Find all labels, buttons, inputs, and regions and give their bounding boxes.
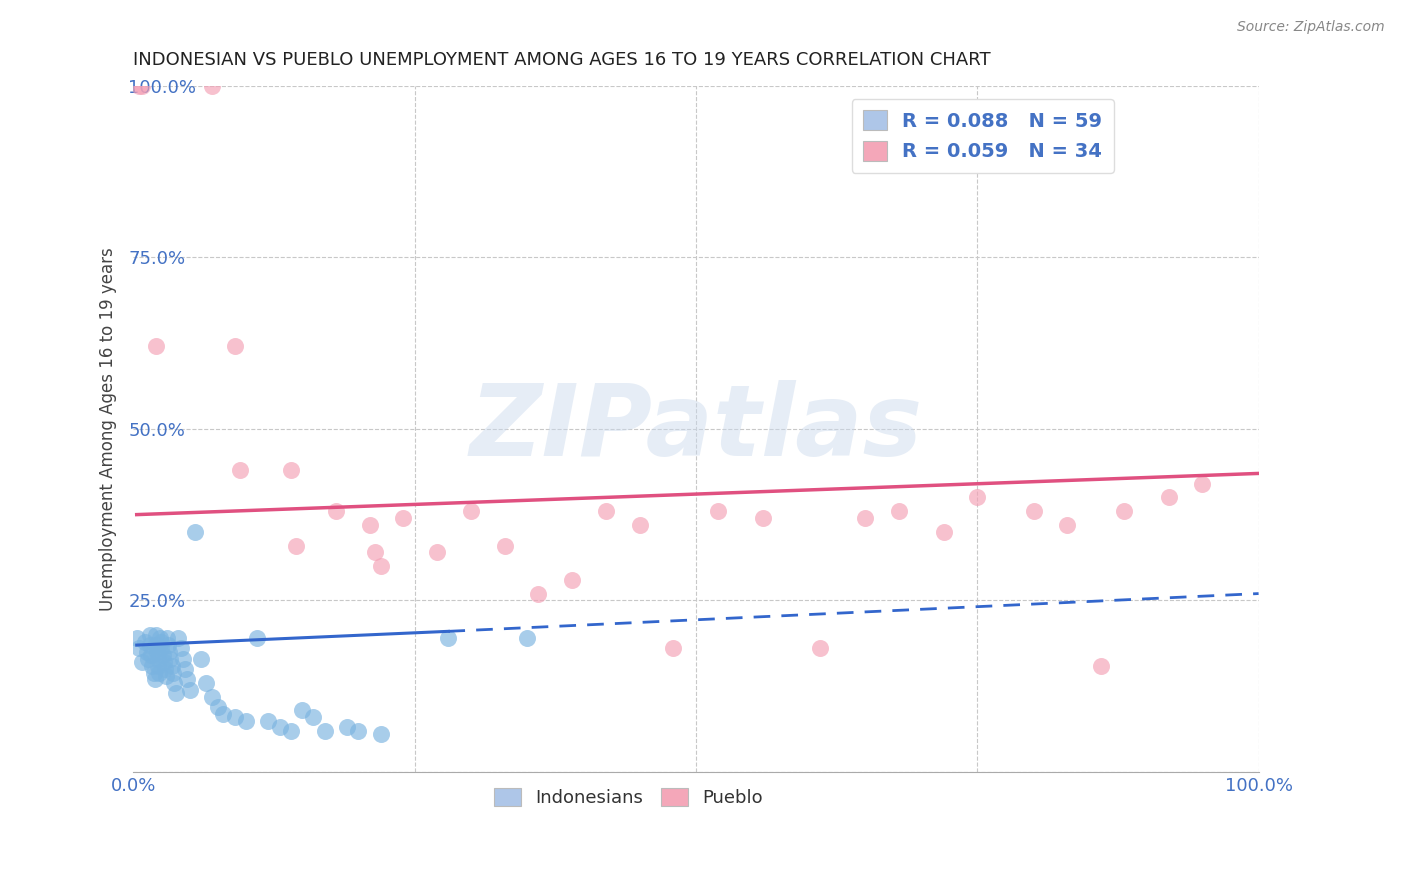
Point	[269, 721, 291, 735]
Point	[285, 539, 308, 553]
Point	[628, 517, 651, 532]
Point	[336, 721, 359, 735]
Point	[966, 491, 988, 505]
Legend: Indonesians, Pueblo: Indonesians, Pueblo	[486, 780, 770, 814]
Point	[163, 675, 186, 690]
Point	[149, 631, 172, 645]
Point	[190, 652, 212, 666]
Point	[932, 524, 955, 539]
Point	[131, 655, 153, 669]
Point	[280, 723, 302, 738]
Point	[141, 648, 163, 663]
Point	[516, 631, 538, 645]
Point	[707, 504, 730, 518]
Point	[257, 714, 280, 728]
Point	[176, 673, 198, 687]
Point	[1112, 504, 1135, 518]
Point	[291, 703, 314, 717]
Point	[152, 648, 174, 663]
Point	[224, 710, 246, 724]
Point	[135, 645, 157, 659]
Point	[156, 631, 179, 645]
Point	[146, 658, 169, 673]
Point	[167, 631, 190, 645]
Point	[229, 463, 252, 477]
Point	[141, 658, 163, 673]
Point	[157, 638, 180, 652]
Point	[359, 517, 381, 532]
Point	[150, 634, 173, 648]
Point	[201, 78, 224, 93]
Point	[145, 638, 167, 652]
Point	[159, 652, 181, 666]
Point	[561, 573, 583, 587]
Point	[595, 504, 617, 518]
Point	[139, 628, 162, 642]
Point	[370, 559, 392, 574]
Point	[808, 641, 831, 656]
Point	[157, 645, 180, 659]
Point	[1191, 476, 1213, 491]
Text: ZIPatlas: ZIPatlas	[470, 380, 922, 477]
Point	[128, 641, 150, 656]
Point	[752, 511, 775, 525]
Point	[460, 504, 482, 518]
Point	[152, 655, 174, 669]
Point	[1090, 658, 1112, 673]
Point	[246, 631, 269, 645]
Point	[437, 631, 460, 645]
Point	[224, 339, 246, 353]
Point	[280, 463, 302, 477]
Point	[207, 699, 229, 714]
Point	[392, 511, 415, 525]
Point	[153, 662, 176, 676]
Point	[143, 673, 166, 687]
Point	[184, 524, 207, 539]
Point	[370, 727, 392, 741]
Point	[150, 641, 173, 656]
Point	[142, 665, 165, 680]
Point	[853, 511, 876, 525]
Point	[662, 641, 685, 656]
Point	[162, 665, 184, 680]
Y-axis label: Unemployment Among Ages 16 to 19 years: Unemployment Among Ages 16 to 19 years	[100, 247, 117, 611]
Point	[325, 504, 347, 518]
Point	[172, 652, 194, 666]
Point	[494, 539, 516, 553]
Point	[314, 723, 336, 738]
Point	[302, 710, 325, 724]
Point	[139, 638, 162, 652]
Text: Source: ZipAtlas.com: Source: ZipAtlas.com	[1237, 20, 1385, 34]
Point	[146, 652, 169, 666]
Point	[1056, 517, 1078, 532]
Point	[364, 545, 387, 559]
Point	[160, 658, 183, 673]
Point	[426, 545, 449, 559]
Point	[148, 665, 170, 680]
Point	[169, 641, 191, 656]
Point	[145, 339, 167, 353]
Point	[155, 669, 177, 683]
Point	[165, 686, 187, 700]
Point	[125, 631, 148, 645]
Point	[136, 652, 159, 666]
Point	[212, 706, 235, 721]
Point	[146, 645, 169, 659]
Point	[179, 682, 201, 697]
Point	[134, 634, 156, 648]
Point	[527, 586, 550, 600]
Point	[887, 504, 910, 518]
Point	[235, 714, 257, 728]
Point	[1157, 491, 1180, 505]
Point	[195, 675, 218, 690]
Point	[347, 723, 370, 738]
Point	[145, 628, 167, 642]
Point	[201, 690, 224, 704]
Text: INDONESIAN VS PUEBLO UNEMPLOYMENT AMONG AGES 16 TO 19 YEARS CORRELATION CHART: INDONESIAN VS PUEBLO UNEMPLOYMENT AMONG …	[134, 51, 991, 69]
Point	[174, 662, 197, 676]
Point	[128, 78, 150, 93]
Point	[1022, 504, 1045, 518]
Point	[131, 78, 153, 93]
